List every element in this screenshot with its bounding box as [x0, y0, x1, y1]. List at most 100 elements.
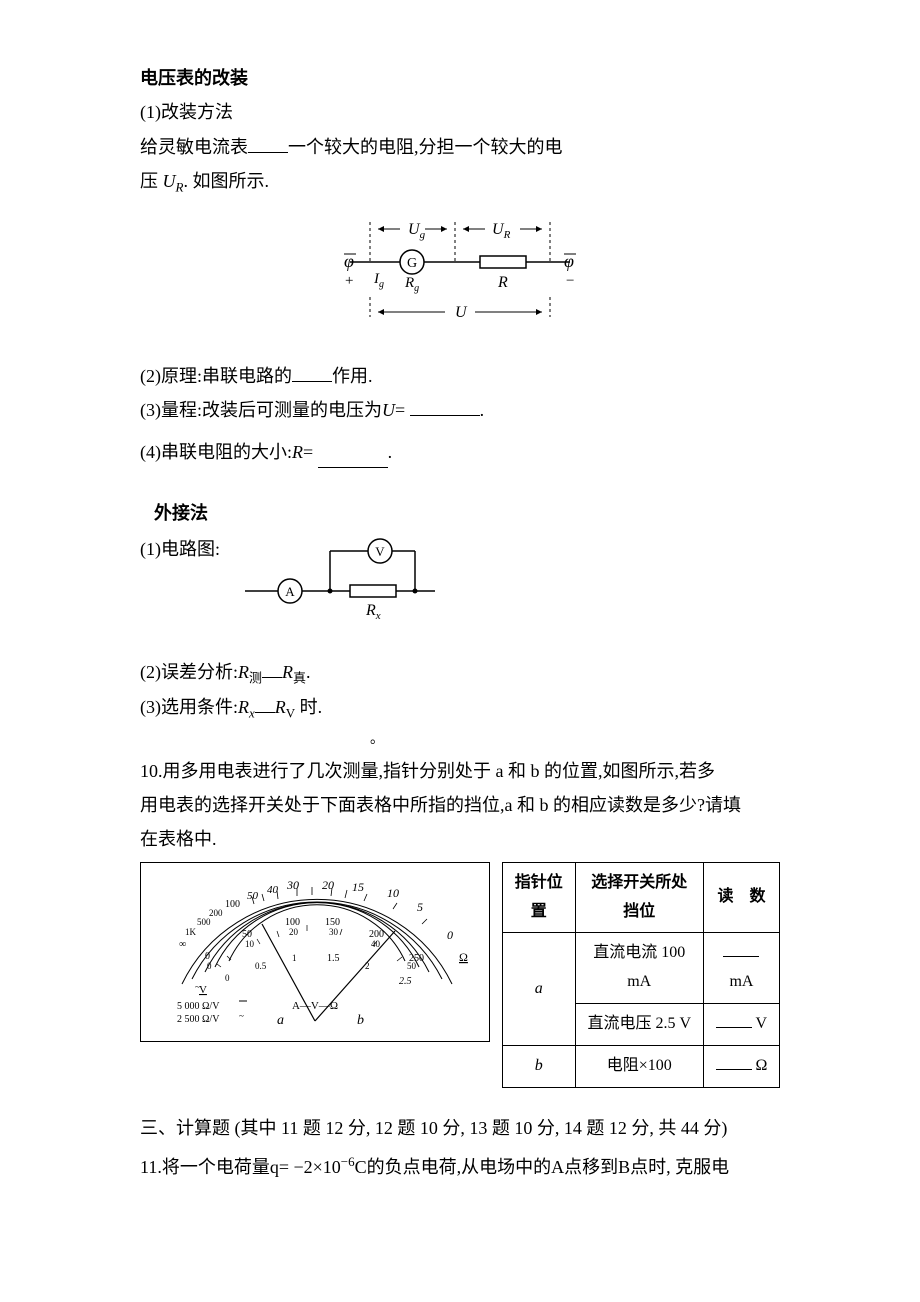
external-p2: (2)误差分析:R测R真.	[140, 656, 780, 690]
text-fragment: (4)串联电阻的大小:	[140, 442, 292, 462]
external-p3: (3)选用条件:RxRV 时.	[140, 691, 780, 725]
cell-a-pos: a	[503, 933, 576, 1045]
text-fragment: 压	[140, 171, 163, 191]
text-fragment: (3)选用条件:	[140, 697, 238, 717]
tilde: ~	[195, 982, 200, 992]
text-fragment: 作用.	[332, 366, 373, 386]
var-R-sub: V	[286, 706, 295, 721]
bot-0: 0	[225, 973, 230, 983]
section3-heading: 三、计算题 (其中 11 题 12 分, 12 题 10 分, 13 题 10 …	[140, 1112, 780, 1144]
mid2-30: 30	[329, 927, 339, 937]
text-fragment: .	[480, 400, 485, 420]
voltmeter-p3: (3)量程:改装后可测量的电压为U= .	[140, 394, 780, 426]
ammeter-A: A	[285, 584, 295, 599]
voltmeter-p1-body-line2: 压 UR. 如图所示.	[140, 165, 780, 199]
fill-blank	[255, 694, 275, 713]
mid2-50: 50	[407, 961, 417, 971]
external-diagram: A V Rx	[240, 531, 440, 641]
var-U: U	[382, 400, 395, 420]
diagram-R: R	[497, 274, 508, 291]
var-R: R	[275, 697, 286, 717]
unit-ohm: Ω	[459, 950, 468, 964]
cell-b-pos: b	[503, 1045, 576, 1087]
plus-sign: +	[345, 273, 353, 289]
voltmeter-V: V	[375, 544, 385, 559]
diagram-UR: UR	[492, 221, 511, 241]
bot-25: 2.5	[399, 976, 412, 987]
voltmeter-p1-body-line1: 给灵敏电流表一个较大的电阻,分担一个较大的电	[140, 131, 780, 163]
unit-V: V	[199, 984, 207, 996]
scale-10: 10	[387, 886, 399, 900]
diagram-Ug: Ug	[408, 221, 426, 241]
var-R-sub: 测	[249, 670, 262, 685]
q11-line: 11.将一个电荷量q= −2×10−6C的负点电荷,从电场中的A点移到B点时, …	[140, 1150, 780, 1183]
cell-a-mode1: 直流电流 100 mA	[575, 933, 703, 1004]
var-R: R	[238, 697, 249, 717]
text-fragment: 时.	[295, 697, 322, 717]
exponent: −6	[341, 1154, 355, 1169]
fill-blank	[262, 659, 282, 678]
scale-0r: 0	[447, 928, 453, 942]
bot-15: 1.5	[327, 953, 340, 964]
scale-inf: ∞	[179, 939, 186, 950]
readings-table: 指针位置 选择开关所处挡位 读 数 a 直流电流 100 mA mA 直流电压 …	[502, 862, 780, 1088]
minus-sign: −	[566, 273, 574, 289]
var-R: R	[282, 662, 293, 682]
scale-100: 100	[225, 899, 240, 910]
cell-a-read2: V	[703, 1004, 779, 1046]
text-fragment: (2)原理:串联电路的	[140, 366, 292, 386]
mid2-20: 20	[289, 927, 299, 937]
voltmeter-p2: (2)原理:串联电路的 作用.	[140, 360, 780, 392]
scale-500: 500	[197, 917, 211, 927]
center-label: A—V—Ω	[292, 1000, 338, 1012]
mid2-40: 40	[371, 939, 381, 949]
var-R: R	[238, 662, 249, 682]
section-external-title: 外接法	[140, 497, 780, 529]
diagram-Rg: Rg	[404, 275, 419, 294]
voltmeter-p1-head: (1)改装方法	[140, 96, 780, 128]
text-fragment: =	[395, 400, 405, 420]
bot-1: 1	[292, 953, 297, 963]
voltmeter-p4: (4)串联电阻的大小:R= .	[140, 436, 780, 468]
text-fragment: 一个较大的电阻,分担一个较大的电	[288, 137, 563, 157]
galvanometer-G: G	[407, 256, 417, 271]
scale-20: 20	[322, 878, 334, 892]
mid2-10: 10	[245, 939, 255, 949]
text-fragment: .	[388, 442, 393, 462]
cell-a-read1: mA	[703, 933, 779, 1004]
diagram-Ig: Ig	[373, 271, 384, 290]
voltmeter-diagram: Ug UR φ φ + − G Ig Rg R U	[140, 207, 780, 347]
pointer-a-label: a	[277, 1013, 284, 1028]
fill-blank	[410, 397, 480, 416]
text-fragment: . 如图所示.	[183, 171, 269, 191]
scale-5: 5	[417, 900, 423, 914]
q10-line1: 10.用多用电表进行了几次测量,指针分别处于 a 和 b 的位置,如图所示,若多	[140, 755, 780, 787]
scale-200: 200	[209, 908, 223, 918]
tilde2: ~	[239, 1011, 244, 1021]
var-R: R	[292, 442, 303, 462]
col-pointer: 指针位置	[503, 862, 576, 933]
cell-a-mode2: 直流电压 2.5 V	[575, 1004, 703, 1046]
cell-b-mode: 电阻×100	[575, 1045, 703, 1087]
external-note: 。	[140, 727, 780, 752]
external-p1: (1)电路图:	[140, 533, 220, 565]
mid2-0: 0	[207, 961, 212, 971]
text-fragment: =	[303, 442, 313, 462]
q10-line2: 用电表的选择开关处于下面表格中所指的挡位,a 和 b 的相应读数是多少?请填	[140, 789, 780, 821]
fill-blank	[292, 363, 332, 382]
cell-b-read: Ω	[703, 1045, 779, 1087]
fill-blank	[318, 449, 388, 468]
col-mode: 选择开关所处挡位	[575, 862, 703, 933]
scale-15: 15	[352, 880, 364, 894]
sens-5000: 5 000 Ω/V	[177, 1001, 220, 1012]
scale-1k: 1K	[185, 927, 197, 937]
bot-05: 0.5	[255, 961, 267, 971]
section-voltmeter-title: 电压表的改装	[140, 62, 780, 94]
text-fragment: C的负点电荷,从电场中的A点移到B点时, 克服电	[355, 1157, 730, 1177]
text-fragment: .	[306, 662, 311, 682]
diagram-Rx: Rx	[365, 602, 381, 622]
var-U: U	[163, 171, 176, 191]
text-fragment: (3)量程:改装后可测量的电压为	[140, 400, 382, 420]
col-reading: 读 数	[703, 862, 779, 933]
pointer-b-label: b	[357, 1013, 364, 1028]
